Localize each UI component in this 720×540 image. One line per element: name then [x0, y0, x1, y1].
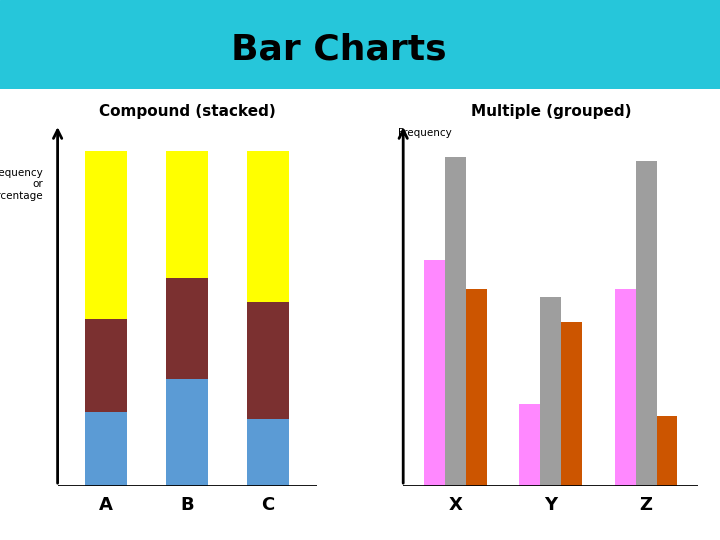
Bar [166, 278, 208, 379]
Bar [657, 416, 678, 486]
Title: Multiple (grouped): Multiple (grouped) [471, 104, 631, 119]
Text: Bar Charts: Bar Charts [230, 32, 446, 66]
Bar [519, 404, 540, 486]
Bar [85, 151, 127, 319]
Bar [85, 413, 127, 486]
Bar [85, 319, 127, 413]
Bar [247, 419, 289, 486]
Bar [636, 161, 657, 486]
Title: Compound (stacked): Compound (stacked) [99, 104, 276, 119]
Bar [247, 302, 289, 419]
Bar [424, 260, 445, 486]
Text: Frequency
or
Percentage: Frequency or Percentage [0, 167, 43, 201]
Bar [247, 151, 289, 302]
Text: Frequency: Frequency [398, 128, 452, 138]
Bar [466, 289, 487, 486]
Bar [615, 289, 636, 486]
Bar [166, 379, 208, 486]
Bar [562, 321, 582, 486]
Bar [445, 157, 466, 486]
Bar [540, 297, 562, 486]
Bar [166, 151, 208, 278]
